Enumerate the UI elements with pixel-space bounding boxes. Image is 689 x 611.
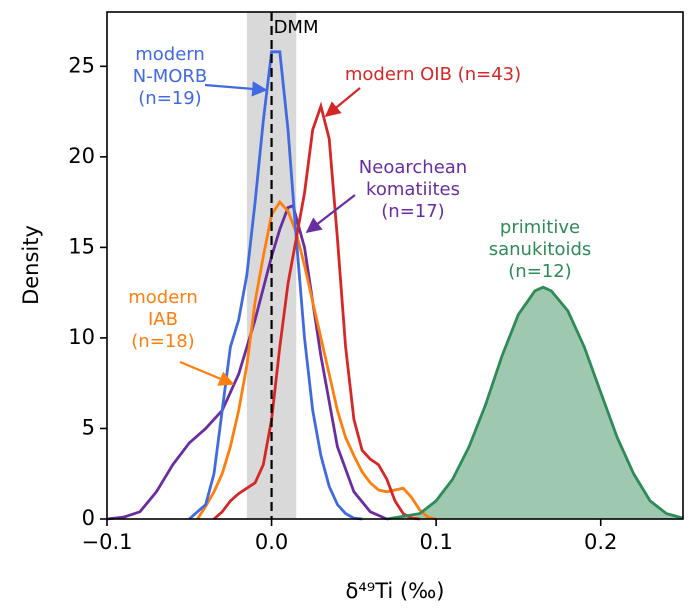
annotation-arrow <box>204 81 268 97</box>
density-curve <box>213 101 420 521</box>
y-tick-label: 20 <box>68 144 95 168</box>
annotation: primitive <box>500 217 580 238</box>
annotation: IAB <box>148 309 178 330</box>
density-curve <box>196 199 437 521</box>
annotation: sanukitoids <box>489 239 592 260</box>
annotation: modern <box>135 44 205 65</box>
x-tick-label: 0.1 <box>419 530 452 554</box>
density-curve <box>188 50 363 521</box>
annotation-arrow <box>179 360 235 386</box>
annotation: N-MORB <box>133 66 208 87</box>
annotation: komatiites <box>366 179 460 200</box>
reference-label: DMM <box>274 17 319 38</box>
y-axis-label: Density <box>19 225 43 305</box>
x-axis-label: δ⁴⁹Ti (‰) <box>346 579 445 603</box>
x-tick-label: −0.1 <box>82 530 133 554</box>
y-tick-label: 5 <box>82 415 95 439</box>
annotation: modern OIB (n=43) <box>345 64 521 85</box>
plot-frame <box>106 11 684 520</box>
annotation: (n=19) <box>138 88 201 109</box>
x-tick-label: 0.2 <box>584 530 617 554</box>
annotation-arrow <box>324 87 361 117</box>
y-tick-label: 0 <box>82 506 95 530</box>
y-tick-label: 10 <box>68 325 95 349</box>
density-curve <box>386 285 684 521</box>
annotation: (n=17) <box>381 201 444 222</box>
annotation-arrow <box>305 194 356 233</box>
annotation: (n=18) <box>131 331 194 352</box>
annotation: Neoarchean <box>359 157 467 178</box>
x-tick-label: 0.0 <box>255 530 288 554</box>
y-tick-label: 15 <box>68 234 95 258</box>
annotation: modern <box>128 287 198 308</box>
density-area <box>386 287 683 519</box>
annotation: (n=12) <box>508 261 571 282</box>
y-tick-label: 25 <box>68 53 95 77</box>
